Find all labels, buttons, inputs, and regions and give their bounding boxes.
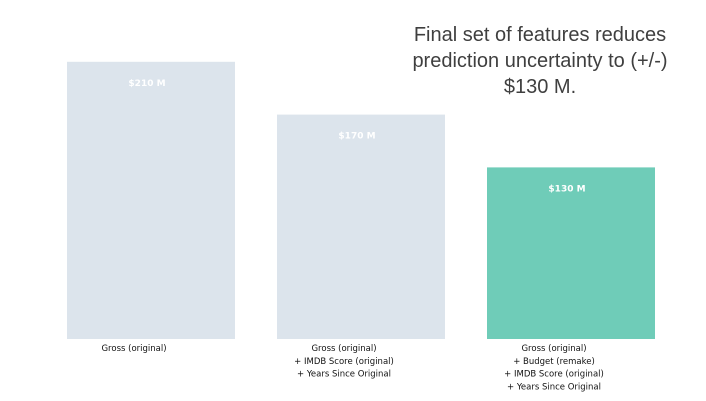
chart-title-line-3: $130 M. [503,76,577,98]
category-label-3-line-2: + Budget (remake) [513,357,595,367]
chart-title-line-2: prediction uncertainty to (+/-) [412,50,668,72]
bar-1 [67,61,235,340]
category-labels-layer: Gross (original) Gross (original) + IMDB S… [101,344,603,392]
bar-2 [277,114,445,339]
category-label-3-line-3: + IMDB Score (original) [504,370,604,380]
bar-3 [487,167,655,339]
category-label-3-line-1: Gross (original) [521,344,586,354]
bar-value-label-2: $170 M [338,132,375,142]
category-label-2-line-3: + Years Since Original [297,370,391,380]
value-labels-layer: $210 M $170 M $130 M [128,79,585,195]
category-label-3-line-4: + Years Since Original [507,382,601,392]
bar-value-label-1: $210 M [128,79,165,89]
bar-value-label-3: $130 M [548,184,585,194]
chart-title: Final set of features reduces prediction… [392,22,688,100]
chart-title-line-1: Final set of features reduces [413,24,667,46]
bars-layer [67,61,655,340]
category-label-1-line-1: Gross (original) [101,344,166,354]
category-label-2-line-1: Gross (original) [311,344,376,354]
category-label-2-line-2: + IMDB Score (original) [294,357,394,367]
